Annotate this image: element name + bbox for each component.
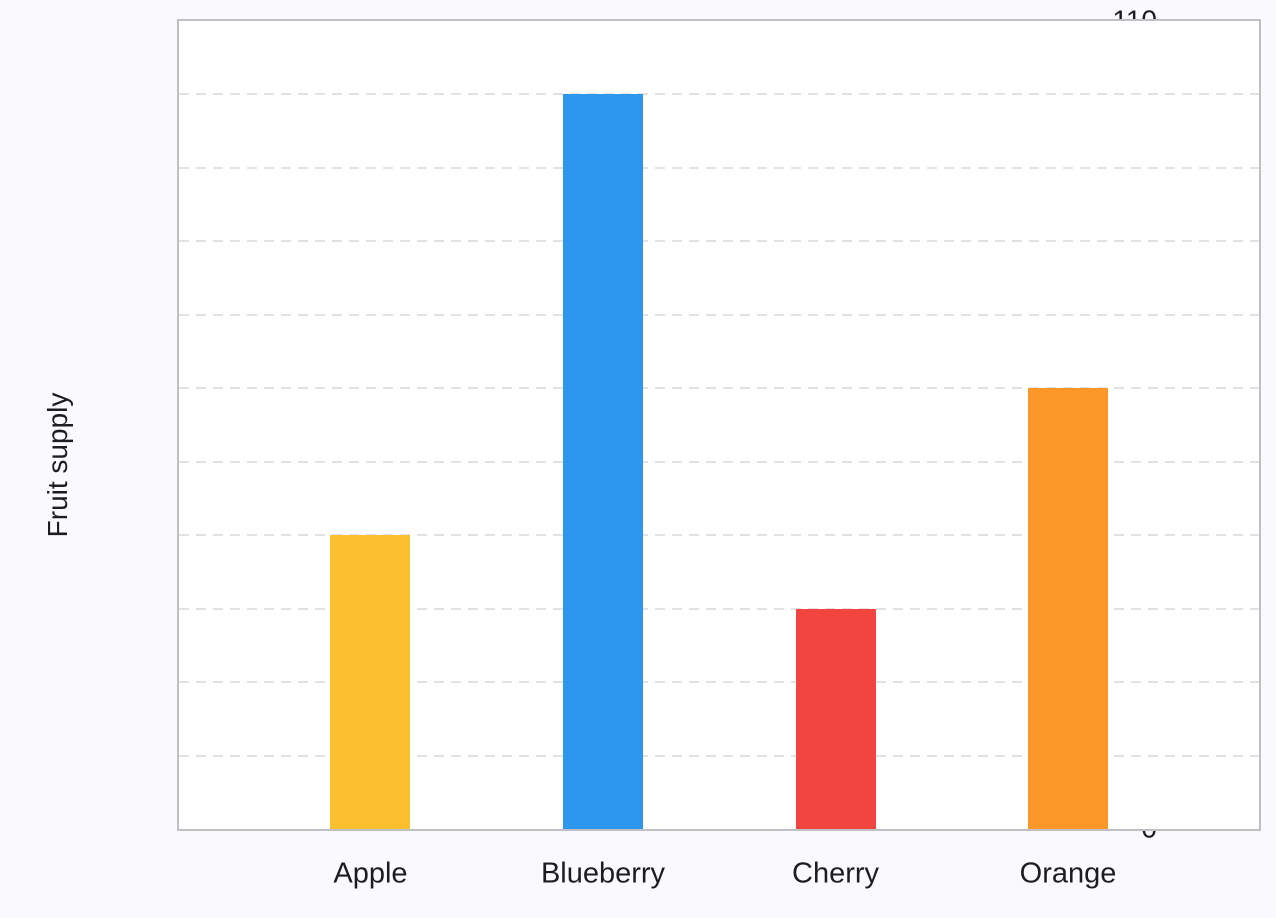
bar-apple — [330, 535, 411, 829]
gridline-layer — [179, 21, 1259, 829]
gridline-30 — [179, 607, 1259, 610]
gridline-70 — [179, 313, 1259, 316]
x-tick-label-orange: Orange — [1019, 857, 1117, 890]
gridline-80 — [179, 240, 1259, 243]
gridline-40 — [179, 534, 1259, 537]
x-tick-label-apple: Apple — [333, 857, 408, 890]
bar-orange — [1028, 388, 1109, 829]
plot-area — [177, 19, 1261, 831]
x-tick-label-cherry: Cherry — [792, 857, 880, 890]
bar-layer — [179, 21, 1259, 829]
gridline-100 — [179, 93, 1259, 96]
x-tick-label-blueberry: Blueberry — [540, 857, 666, 890]
gridline-50 — [179, 460, 1259, 463]
gridline-10 — [179, 754, 1259, 757]
gridline-90 — [179, 166, 1259, 169]
y-axis-title: Fruit supply — [42, 392, 73, 538]
bar-cherry — [795, 608, 876, 829]
bar-blueberry — [563, 94, 643, 829]
gridline-20 — [179, 681, 1259, 684]
gridline-60 — [179, 387, 1259, 390]
